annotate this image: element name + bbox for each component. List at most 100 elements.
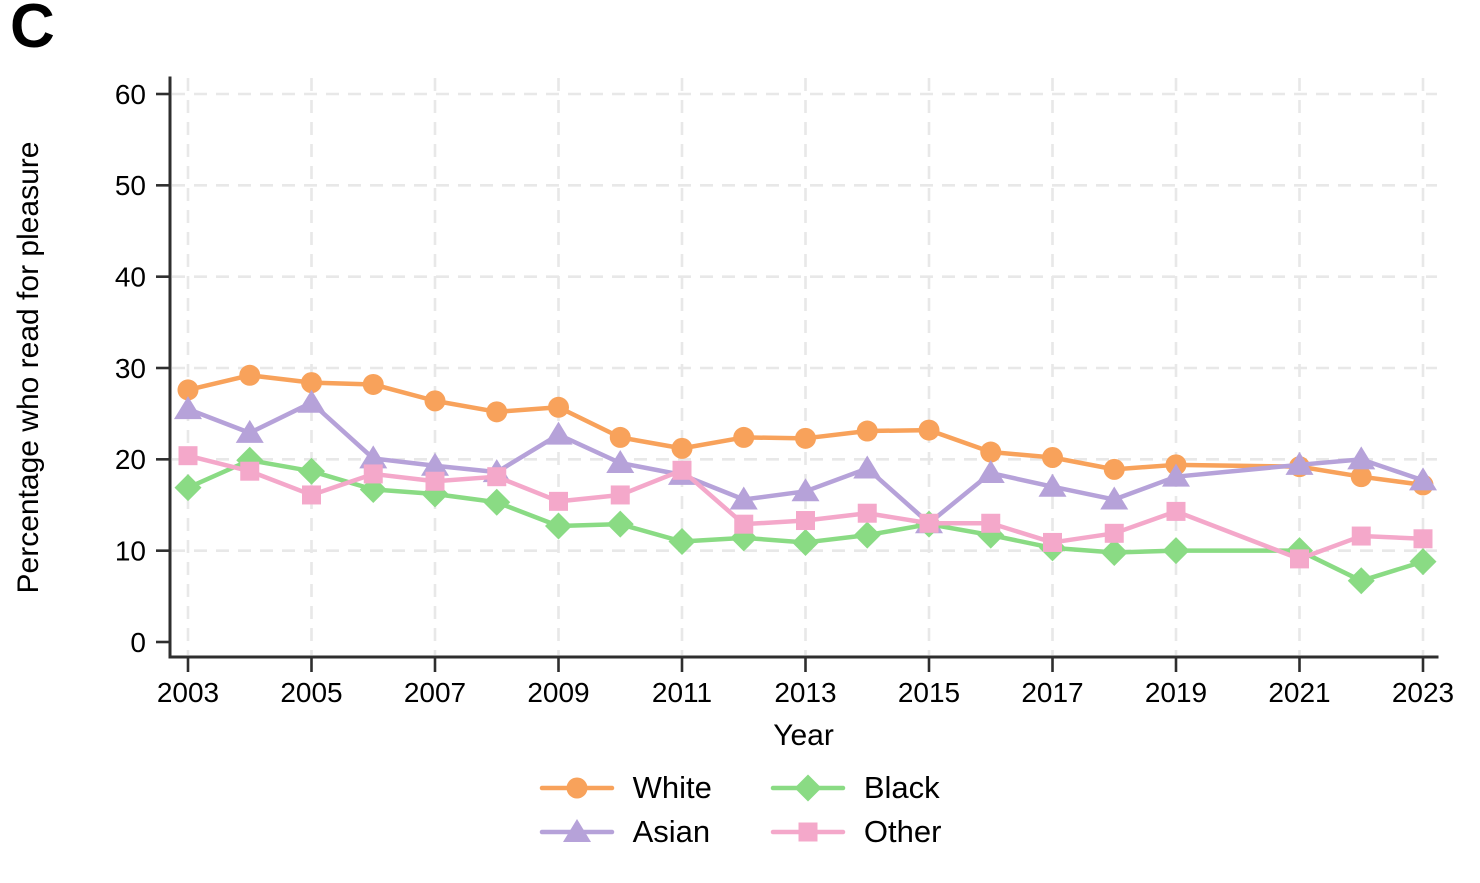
line-chart: 0 10 20 30 40 50 60 2003 2005 2007 2009 2011 2013 201… [12, 76, 1454, 752]
data-point [239, 364, 261, 386]
y-tick-label: 30 [115, 353, 146, 384]
data-point [976, 460, 1005, 484]
y-tick-label: 20 [115, 444, 146, 475]
legend-item-black: Black [770, 770, 942, 806]
series-line [185, 400, 1426, 526]
data-point [857, 503, 877, 523]
data-point [1103, 458, 1125, 480]
x-tick-label: 2009 [527, 677, 589, 708]
legend-label: Other [863, 814, 942, 849]
data-point [1347, 567, 1375, 595]
series-other [178, 446, 1433, 569]
data-point [1042, 447, 1063, 469]
data-point [733, 426, 755, 448]
data-point [544, 421, 573, 445]
data-point [298, 457, 325, 485]
data-point [363, 464, 383, 484]
data-point [1100, 538, 1128, 566]
data-point [178, 446, 198, 466]
data-point [1104, 523, 1124, 543]
data-point [796, 511, 815, 531]
square-marker-icon [770, 822, 846, 842]
data-point [1413, 529, 1433, 549]
y-tick-label: 40 [115, 261, 146, 292]
data-point [177, 379, 199, 401]
legend-marker [566, 777, 588, 799]
data-point [302, 485, 321, 505]
y-axis-title: Percentage who read for pleasure [12, 142, 45, 594]
data-point [359, 445, 388, 469]
x-tick-label: 2005 [280, 677, 342, 708]
data-point [549, 491, 568, 511]
legend-item-other: Other [770, 814, 942, 850]
legend: White Asian Black Other [0, 770, 1480, 850]
legend-item-white: White [539, 770, 712, 806]
x-tick-label: 2007 [404, 677, 466, 708]
data-point [1043, 532, 1062, 552]
data-point [421, 452, 449, 476]
data-point [918, 419, 940, 441]
gridlines [172, 78, 1437, 655]
legend-item-asian: Asian [539, 814, 712, 850]
legend-marker [562, 819, 591, 842]
data-point [362, 373, 384, 395]
data-point [1290, 549, 1309, 569]
data-point [668, 528, 696, 556]
data-point [1351, 526, 1371, 546]
data-point [791, 478, 820, 502]
x-tick-label: 2003 [157, 677, 219, 708]
x-tick-label: 2011 [652, 677, 712, 708]
y-tick-label: 0 [130, 627, 146, 658]
x-tick-label: 2021 [1268, 677, 1330, 708]
data-point [297, 389, 326, 413]
y-tick-label: 50 [115, 170, 146, 201]
x-tick-label: 2023 [1392, 677, 1454, 708]
data-point [734, 514, 754, 534]
data-point [856, 420, 878, 442]
legend-label: White [632, 770, 712, 805]
data-point [729, 486, 758, 510]
y-tick-label: 60 [115, 79, 146, 110]
data-point [1162, 463, 1190, 487]
data-point [1038, 473, 1067, 497]
data-point [483, 488, 511, 516]
data-point [792, 528, 819, 556]
x-tick-label: 2013 [774, 677, 836, 708]
legend-grid: White Asian Black Other [539, 770, 942, 850]
series-line [185, 453, 1426, 562]
data-point [424, 390, 446, 412]
data-point [795, 427, 816, 449]
y-tick-label: 10 [115, 535, 146, 566]
legend-marker [794, 774, 822, 802]
data-point [609, 426, 631, 448]
x-tick-label: 2017 [1021, 677, 1083, 708]
x-tick-label: 2015 [898, 677, 960, 708]
data-point [981, 513, 1001, 533]
data-point [853, 521, 881, 549]
x-tick-label: 2019 [1145, 677, 1207, 708]
data-point [672, 460, 692, 480]
data-point [1162, 537, 1190, 565]
diamond-marker-icon [770, 774, 846, 802]
data-point [919, 513, 939, 533]
data-point [174, 474, 202, 502]
legend-marker [798, 822, 818, 842]
triangle-marker-icon [539, 819, 614, 842]
data-point [487, 467, 507, 487]
data-point [545, 512, 572, 540]
data-point [606, 449, 635, 473]
data-point [1350, 466, 1372, 488]
data-point [671, 437, 693, 459]
data-point [235, 419, 264, 443]
data-point [486, 401, 508, 423]
data-point [1100, 486, 1129, 510]
data-point [1409, 467, 1437, 491]
data-point [1409, 548, 1437, 576]
data-point [853, 455, 882, 479]
data-point [548, 396, 569, 418]
data-point [425, 471, 445, 491]
data-point [606, 510, 634, 538]
data-point [980, 441, 1002, 463]
data-point [174, 396, 202, 420]
